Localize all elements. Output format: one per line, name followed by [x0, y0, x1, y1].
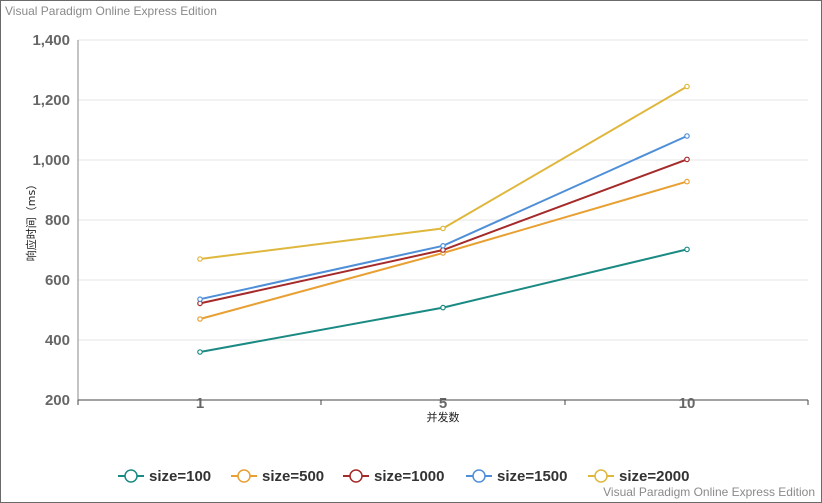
legend-marker	[237, 469, 251, 483]
legend-marker	[594, 469, 608, 483]
legend-item[interactable]: size=100	[118, 468, 211, 485]
axes	[77, 40, 809, 405]
x-tick-label: 5	[439, 395, 447, 412]
y-tick-label: 1,200	[32, 92, 70, 109]
y-tick-label: 1,000	[32, 152, 70, 169]
y-tick-labels: 200 400 600 800 1,000 1,200 1,400	[32, 32, 70, 409]
data-point	[684, 156, 690, 163]
y-tick-label: 1,400	[32, 32, 70, 49]
series-size=1000	[197, 156, 690, 307]
y-tick-label: 200	[45, 392, 70, 409]
watermark-bottom: Visual Paradigm Online Express Edition	[603, 485, 815, 499]
legend-label: size=100	[149, 468, 211, 485]
series-size=2000	[197, 83, 690, 262]
series-line	[199, 248, 688, 353]
series-line	[199, 158, 688, 305]
data-point	[684, 178, 690, 185]
data-point	[440, 225, 446, 232]
y-tick-label: 400	[45, 332, 70, 349]
series-lines	[197, 83, 690, 355]
series-size=1500	[197, 133, 690, 303]
data-point	[197, 256, 203, 262]
y-axis-title: 响应时间（ms）	[24, 179, 38, 261]
data-point	[684, 246, 690, 253]
gridlines	[78, 39, 808, 341]
legend-label: size=2000	[619, 468, 689, 485]
x-tick-labels: 1 5 10	[196, 395, 696, 412]
data-point	[684, 83, 690, 90]
x-axis-title: 并发数	[427, 410, 460, 424]
y-tick-label: 800	[45, 212, 70, 229]
legend-marker	[349, 469, 363, 483]
legend-label: size=1000	[374, 468, 444, 485]
legend-marker	[124, 469, 138, 483]
data-point	[440, 304, 446, 311]
legend-item[interactable]: size=2000	[588, 468, 689, 485]
series-line	[199, 85, 688, 260]
x-tick-label: 1	[196, 395, 204, 412]
legend-item[interactable]: size=500	[231, 468, 324, 485]
legend-label: size=1500	[497, 468, 567, 485]
data-point	[197, 316, 203, 322]
legend-label: size=500	[262, 468, 324, 485]
legend-item[interactable]: size=1000	[343, 468, 444, 485]
legend-item[interactable]: size=1500	[466, 468, 567, 485]
data-point	[684, 133, 690, 139]
legend-marker	[472, 469, 486, 483]
watermark-top: Visual Paradigm Online Express Edition	[5, 4, 217, 18]
legend: size=100 size=500 size=1000 size=1500 size=2…	[118, 468, 689, 485]
x-tick-label: 10	[679, 395, 696, 412]
data-point	[197, 296, 203, 303]
data-point	[197, 349, 203, 355]
series-size=100	[197, 246, 690, 355]
data-point	[440, 243, 446, 249]
y-tick-label: 600	[45, 272, 70, 289]
